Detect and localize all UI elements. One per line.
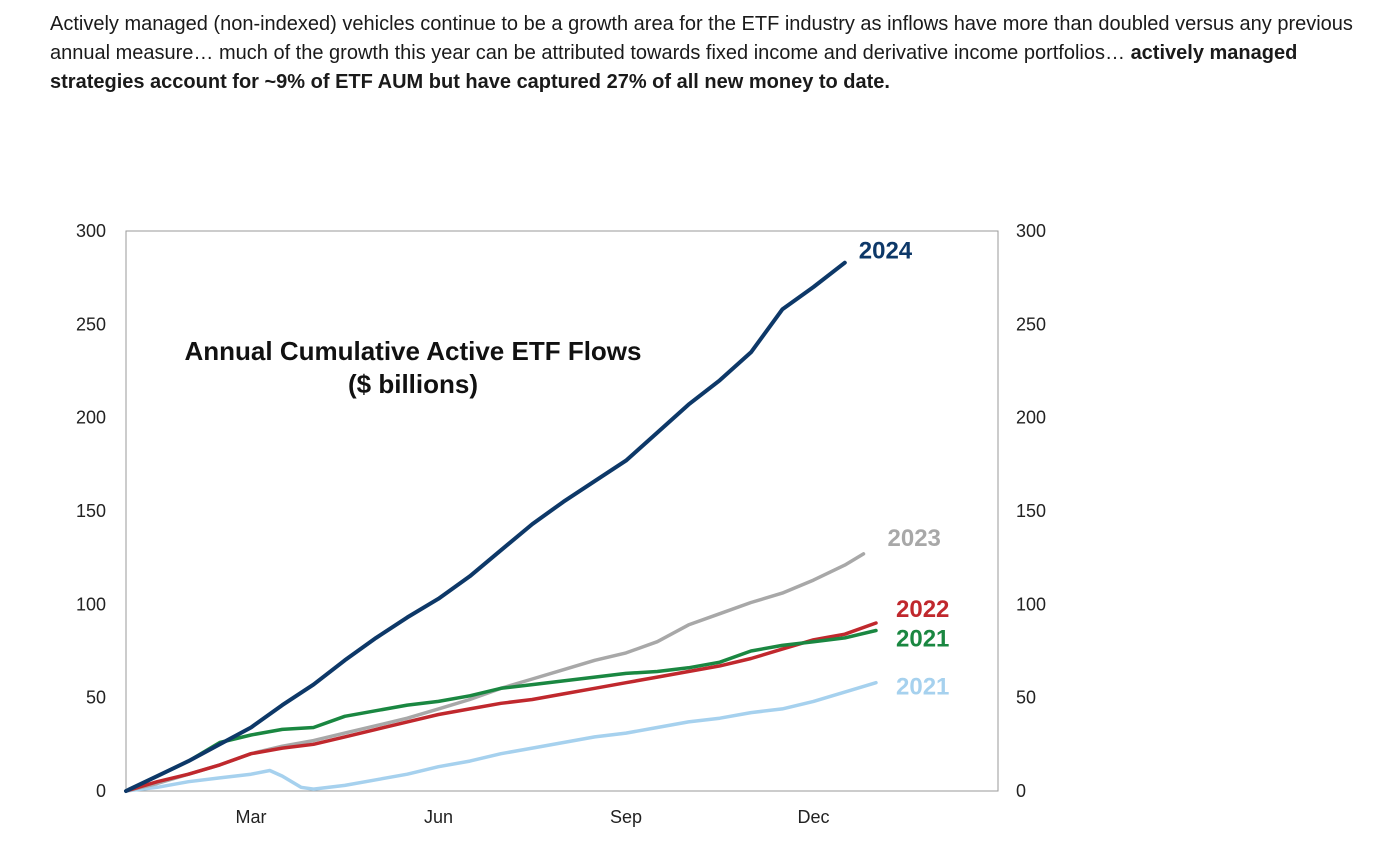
y-tick-right: 100: [1016, 594, 1046, 614]
y-tick-right: 150: [1016, 501, 1046, 521]
series-line-2021-4: [124, 680, 878, 793]
y-tick-left: 100: [76, 594, 106, 614]
plot-area-frame: [125, 230, 999, 792]
caption-normal-text: Actively managed (non-indexed) vehicles …: [50, 13, 1353, 64]
series-label-2024-0: 2024: [859, 238, 913, 265]
y-axis-right: 0 50 100 150 200 250 300: [1016, 221, 1046, 801]
series-line-2022-2: [124, 621, 878, 793]
x-axis: Mar Jun Sep Dec: [236, 807, 830, 827]
chart-subtitle: ($ billions): [348, 369, 478, 399]
series-label-2023-1: 2023: [888, 525, 941, 552]
y-tick-left: 150: [76, 501, 106, 521]
series-lines: [124, 260, 878, 793]
y-tick-left: 250: [76, 314, 106, 334]
y-tick-right: 50: [1016, 688, 1036, 708]
x-tick: Mar: [236, 807, 267, 827]
x-tick: Sep: [610, 807, 642, 827]
caption: Actively managed (non-indexed) vehicles …: [50, 10, 1370, 97]
y-tick-right: 250: [1016, 314, 1046, 334]
series-line-2024-0: [124, 260, 847, 793]
series-label-2021-4: 2021: [896, 674, 949, 701]
y-tick-right: 0: [1016, 781, 1026, 801]
series-label-2021-3: 2021: [896, 625, 949, 652]
y-tick-left: 200: [76, 408, 106, 428]
y-tick-right: 200: [1016, 408, 1046, 428]
caption-bold-text: actively managed strategies account for …: [50, 42, 1298, 93]
series-label-2022-2: 2022: [896, 596, 949, 623]
y-tick-left: 300: [76, 221, 106, 241]
x-tick: Dec: [797, 807, 829, 827]
y-tick-left: 0: [96, 781, 106, 801]
y-axis-left: 0 50 100 150 200 250 300: [76, 221, 106, 801]
chart-title: Annual Cumulative Active ETF Flows: [185, 336, 642, 366]
y-tick-right: 300: [1016, 221, 1046, 241]
y-tick-left: 50: [86, 688, 106, 708]
x-tick: Jun: [424, 807, 453, 827]
series-line-2021-3: [124, 628, 878, 793]
